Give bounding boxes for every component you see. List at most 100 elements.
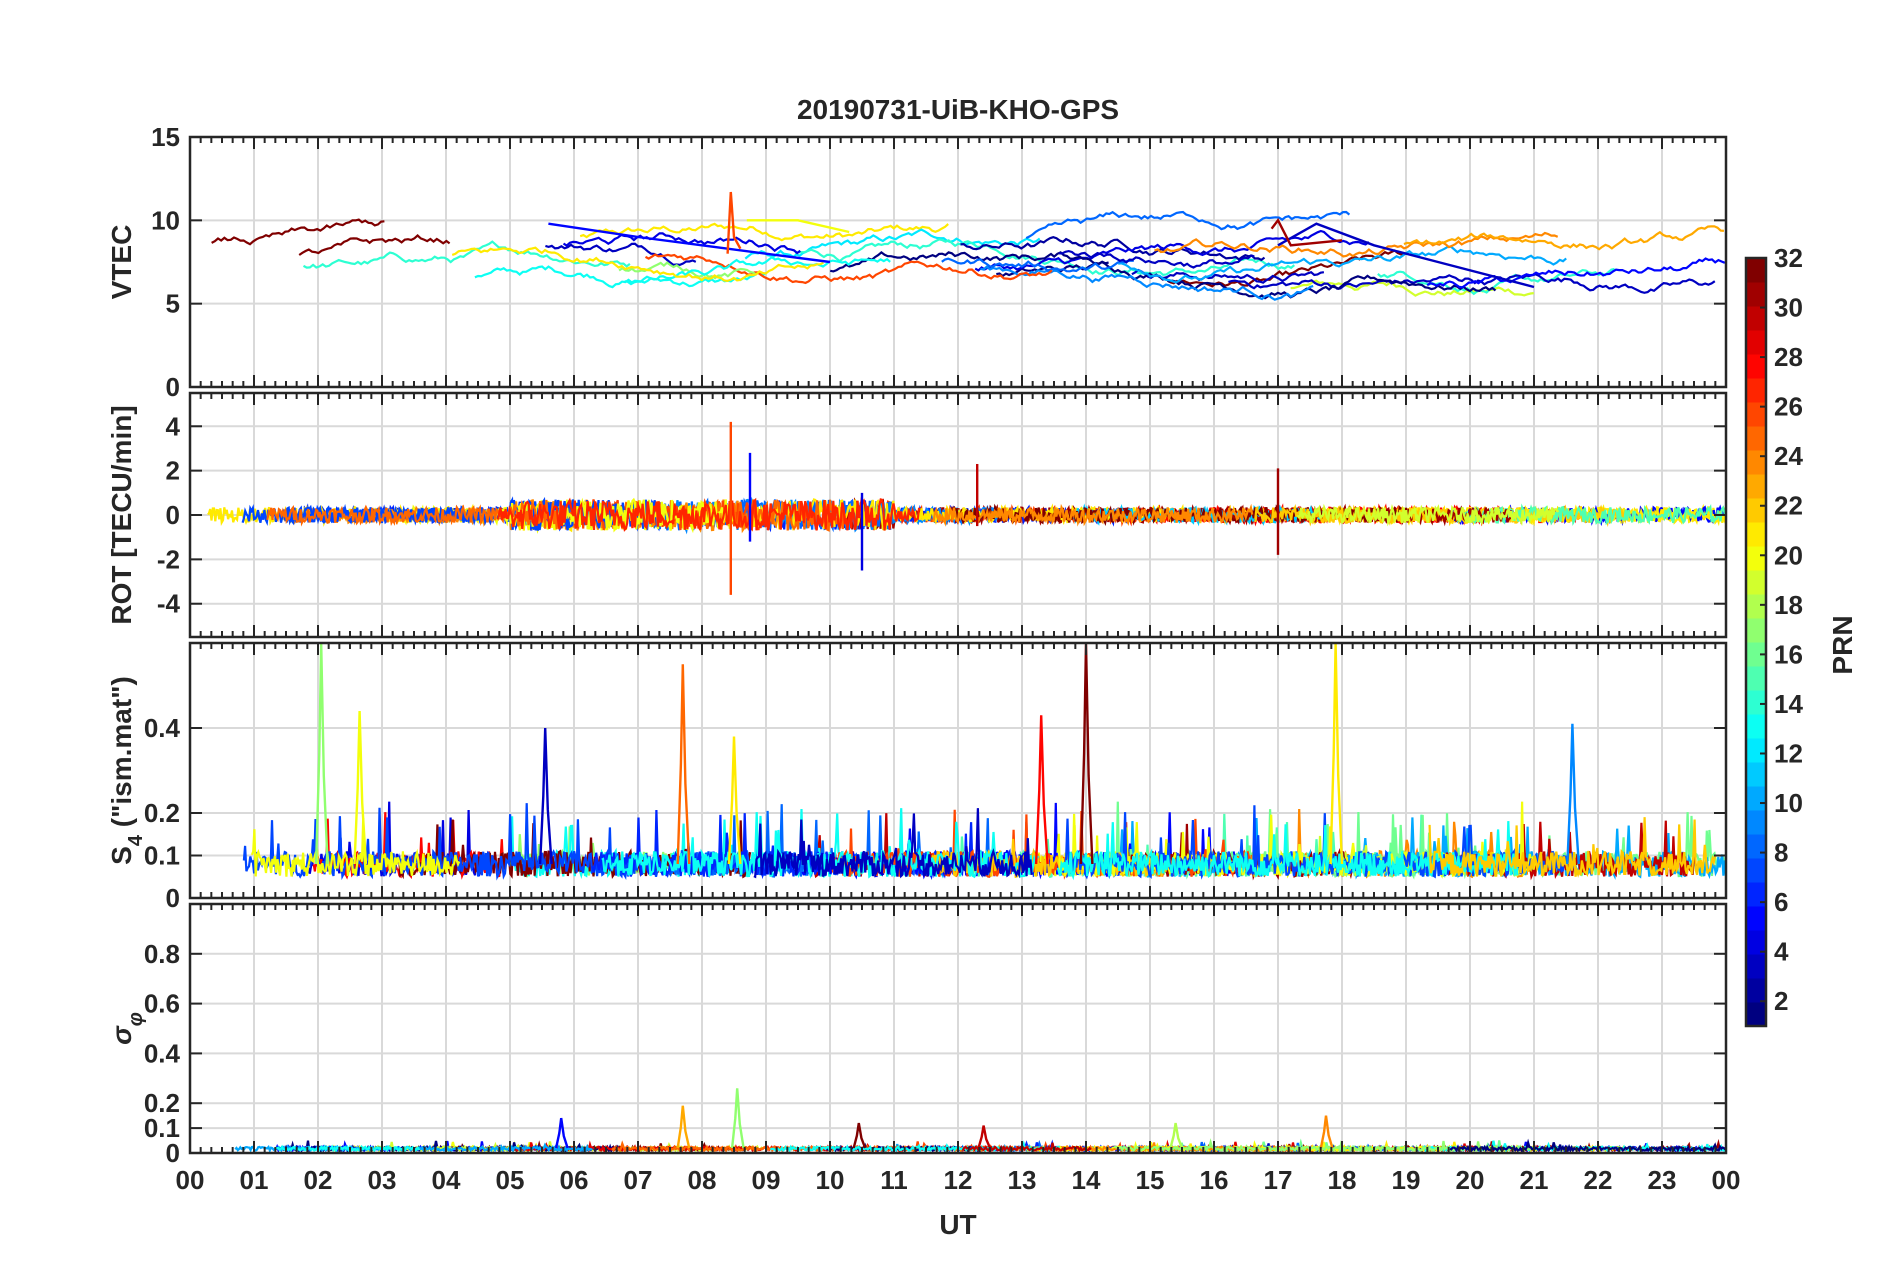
series-line [753, 808, 1033, 879]
series-line [545, 242, 697, 267]
series-line [298, 234, 451, 256]
x-tick-label: 02 [304, 1165, 333, 1195]
spike-mark [852, 1122, 867, 1149]
spike-mark [727, 736, 742, 865]
series-line [1403, 225, 1725, 251]
colorbar-tick-label: 28 [1774, 342, 1803, 372]
y-tick-label: 0.1 [144, 841, 180, 871]
colorbar-tick-label: 22 [1774, 491, 1803, 521]
colorbar-segment [1746, 450, 1766, 475]
spike-mark [1034, 715, 1049, 865]
series-line [302, 240, 631, 269]
y-tick-label: 0 [166, 500, 180, 530]
series-line [974, 229, 1370, 272]
series-line [996, 260, 1497, 300]
colorbar-segment [1746, 690, 1766, 715]
series-line [1455, 503, 1726, 527]
spike-mark [676, 664, 691, 865]
series-line [1426, 257, 1726, 289]
colorbar-segment [1746, 714, 1766, 739]
series-line [562, 232, 801, 255]
series-line [211, 218, 385, 246]
spike-mark [977, 1125, 992, 1149]
x-tick-label: 05 [496, 1165, 525, 1195]
spike-mark [1566, 723, 1580, 865]
y-tick-label: -4 [157, 589, 181, 619]
colorbar-tick-label: 6 [1774, 887, 1788, 917]
y-tick-label: 0.1 [144, 1113, 180, 1143]
colorbar-tick-label: 14 [1774, 689, 1803, 719]
colorbar-label: PRN [1827, 615, 1858, 674]
y-tick-label: 2 [166, 456, 180, 486]
series-line [1025, 210, 1351, 240]
x-tick-label: 09 [752, 1165, 781, 1195]
colorbar-segment [1746, 498, 1766, 523]
series-line [451, 246, 824, 283]
colorbar-tick-label: 16 [1774, 639, 1803, 669]
colorbar-tick-label: 32 [1774, 243, 1803, 273]
series-line [1296, 503, 1560, 527]
colorbar-segment [1746, 762, 1766, 787]
colorbar-tick-label: 30 [1774, 293, 1803, 323]
y-tick-label: 0 [166, 372, 180, 402]
x-tick-label: 17 [1264, 1165, 1293, 1195]
colorbar-tick-label: 12 [1774, 738, 1803, 768]
x-tick-label: 03 [368, 1165, 397, 1195]
colorbar-segment [1746, 402, 1766, 427]
chart-title: 20190731-UiB-KHO-GPS [797, 94, 1119, 125]
y-tick-label: 0.6 [144, 989, 180, 1019]
spike-mark [1329, 643, 1344, 865]
y-axis-title: ROT [TECU/min] [106, 405, 137, 624]
colorbar-tick-label: 20 [1774, 540, 1803, 570]
colorbar-segment [1746, 618, 1766, 643]
series-line [932, 503, 1254, 527]
spike-mark [554, 1117, 569, 1149]
x-tick-label: 08 [688, 1165, 717, 1195]
series-line [618, 261, 758, 280]
colorbar-segment [1746, 642, 1766, 667]
colorbar-segment [1746, 906, 1766, 931]
colorbar-segment [1746, 1002, 1766, 1027]
x-tick-label: 13 [1008, 1165, 1037, 1195]
x-tick-label: 10 [816, 1165, 845, 1195]
x-tick-label: 14 [1072, 1165, 1101, 1195]
colorbar-segment [1746, 786, 1766, 811]
y-tick-label: 0 [166, 1138, 180, 1168]
series-line [1228, 273, 1716, 294]
x-tick-label: 04 [432, 1165, 461, 1195]
spike-mark [676, 1105, 691, 1149]
x-tick-label: 07 [624, 1165, 653, 1195]
series-line [496, 496, 921, 532]
colorbar-segment [1746, 738, 1766, 763]
colorbar-tick-label: 8 [1774, 838, 1788, 868]
x-tick-label: 23 [1648, 1165, 1677, 1195]
colorbar-segment [1746, 666, 1766, 691]
x-tick-label: 19 [1392, 1165, 1421, 1195]
colorbar-segment [1746, 594, 1766, 619]
x-tick-label: 12 [944, 1165, 973, 1195]
y-tick-label: -2 [157, 544, 180, 574]
colorbar-segment [1746, 426, 1766, 451]
series-line [624, 255, 891, 286]
colorbar-segment [1746, 546, 1766, 571]
x-tick-label: 18 [1328, 1165, 1357, 1195]
series-line [1118, 245, 1567, 284]
panel-s4: 0 0.1 0.2 0.4S4 ("ism.mat") [106, 641, 1728, 913]
y-tick-label: 4 [166, 411, 181, 441]
x-tick-labels: 00 01 02 03 04 05 06 07 08 09 10 11 12 13 14 15 16 17 18 19… [176, 1165, 1741, 1195]
y-tick-label: 0.2 [144, 798, 180, 828]
series-line [250, 817, 461, 878]
series-line [726, 191, 742, 254]
y-tick-label: 0.2 [144, 1088, 180, 1118]
y-axis-title: σφ [106, 1012, 147, 1045]
series-line [980, 265, 1314, 301]
series-line [548, 222, 831, 264]
y-tick-label: 10 [151, 205, 180, 235]
colorbar-segment [1746, 474, 1766, 499]
spike-mark [1079, 643, 1094, 865]
series-line [579, 222, 949, 242]
colorbar-tick-label: 4 [1774, 937, 1789, 967]
series-line [644, 253, 1053, 285]
